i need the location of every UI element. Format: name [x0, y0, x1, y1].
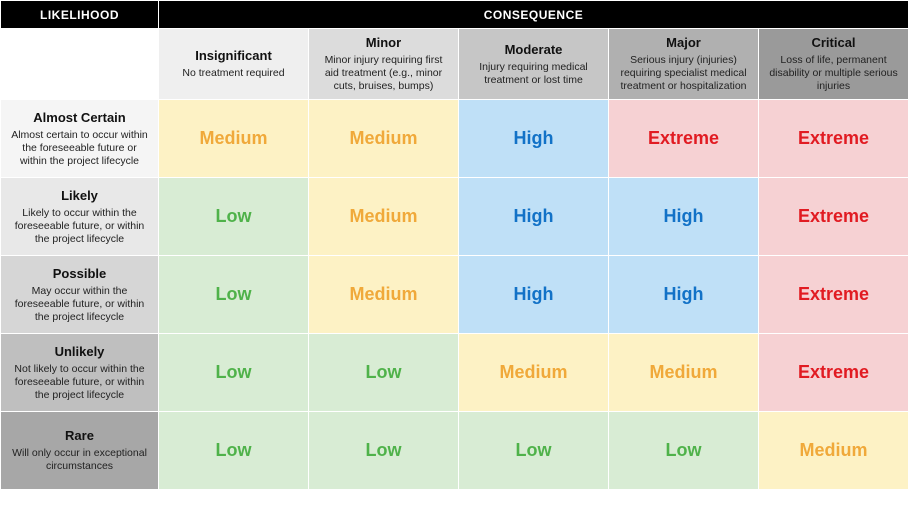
- risk-cell: High: [609, 178, 759, 256]
- likelihood-possible: Possible May occur within the foreseeabl…: [1, 256, 159, 334]
- likelihood-title: Unlikely: [9, 344, 150, 359]
- risk-cell: Medium: [609, 334, 759, 412]
- likelihood-desc: Almost certain to occur within the fores…: [9, 129, 150, 168]
- consequence-columns-row: Insignificant No treatment required Mino…: [1, 29, 908, 100]
- consequence-header: CONSEQUENCE: [159, 1, 908, 29]
- risk-cell: Medium: [759, 412, 908, 490]
- risk-cell: High: [459, 100, 609, 178]
- consequence-desc: No treatment required: [167, 67, 300, 80]
- likelihood-title: Possible: [9, 266, 150, 281]
- consequence-desc: Loss of life, permanent disability or mu…: [767, 54, 900, 93]
- risk-cell: Medium: [309, 100, 459, 178]
- likelihood-desc: Likely to occur within the foreseeable f…: [9, 207, 150, 246]
- consequence-desc: Injury requiring medical treatment or lo…: [467, 61, 600, 87]
- risk-cell: Medium: [459, 334, 609, 412]
- consequence-desc: Serious injury (injuries) requiring spec…: [617, 54, 750, 93]
- risk-cell: Medium: [309, 256, 459, 334]
- likelihood-title: Rare: [9, 428, 150, 443]
- risk-matrix: LIKELIHOOD CONSEQUENCE Insignificant No …: [0, 0, 908, 490]
- risk-row: Rare Will only occur in exceptional circ…: [1, 412, 908, 490]
- likelihood-almost-certain: Almost Certain Almost certain to occur w…: [1, 100, 159, 178]
- likelihood-desc: May occur within the foreseeable future,…: [9, 285, 150, 324]
- risk-row: Almost Certain Almost certain to occur w…: [1, 100, 908, 178]
- likelihood-desc: Will only occur in exceptional circumsta…: [9, 447, 150, 473]
- risk-cell: Low: [309, 334, 459, 412]
- risk-cell: Low: [159, 334, 309, 412]
- risk-cell: Extreme: [759, 100, 908, 178]
- risk-cell: Low: [159, 256, 309, 334]
- likelihood-header: LIKELIHOOD: [1, 1, 159, 29]
- consequence-desc: Minor injury requiring first aid treatme…: [317, 54, 450, 93]
- risk-cell: Low: [459, 412, 609, 490]
- risk-row: Possible May occur within the foreseeabl…: [1, 256, 908, 334]
- likelihood-likely: Likely Likely to occur within the forese…: [1, 178, 159, 256]
- risk-cell: Extreme: [759, 178, 908, 256]
- risk-cell: Medium: [309, 178, 459, 256]
- risk-cell: Extreme: [609, 100, 759, 178]
- risk-cell: Low: [309, 412, 459, 490]
- consequence-col-major: Major Serious injury (injuries) requirin…: [609, 29, 759, 100]
- risk-cell: High: [459, 178, 609, 256]
- risk-row: Likely Likely to occur within the forese…: [1, 178, 908, 256]
- risk-cell: Extreme: [759, 334, 908, 412]
- risk-row: Unlikely Not likely to occur within the …: [1, 334, 908, 412]
- top-header-row: LIKELIHOOD CONSEQUENCE: [1, 1, 908, 29]
- consequence-title: Insignificant: [167, 48, 300, 63]
- risk-cell: Low: [159, 178, 309, 256]
- likelihood-desc: Not likely to occur within the foreseeab…: [9, 363, 150, 402]
- risk-cell: Medium: [159, 100, 309, 178]
- consequence-blank: [1, 29, 159, 100]
- risk-cell: High: [459, 256, 609, 334]
- consequence-col-insignificant: Insignificant No treatment required: [159, 29, 309, 100]
- consequence-title: Moderate: [467, 42, 600, 57]
- likelihood-title: Almost Certain: [9, 110, 150, 125]
- risk-cell: Low: [609, 412, 759, 490]
- consequence-col-minor: Minor Minor injury requiring first aid t…: [309, 29, 459, 100]
- consequence-title: Critical: [767, 35, 900, 50]
- risk-cell: Low: [159, 412, 309, 490]
- likelihood-unlikely: Unlikely Not likely to occur within the …: [1, 334, 159, 412]
- consequence-title: Minor: [317, 35, 450, 50]
- likelihood-title: Likely: [9, 188, 150, 203]
- likelihood-rare: Rare Will only occur in exceptional circ…: [1, 412, 159, 490]
- consequence-col-critical: Critical Loss of life, permanent disabil…: [759, 29, 908, 100]
- risk-cell: Extreme: [759, 256, 908, 334]
- risk-cell: High: [609, 256, 759, 334]
- consequence-col-moderate: Moderate Injury requiring medical treatm…: [459, 29, 609, 100]
- consequence-title: Major: [617, 35, 750, 50]
